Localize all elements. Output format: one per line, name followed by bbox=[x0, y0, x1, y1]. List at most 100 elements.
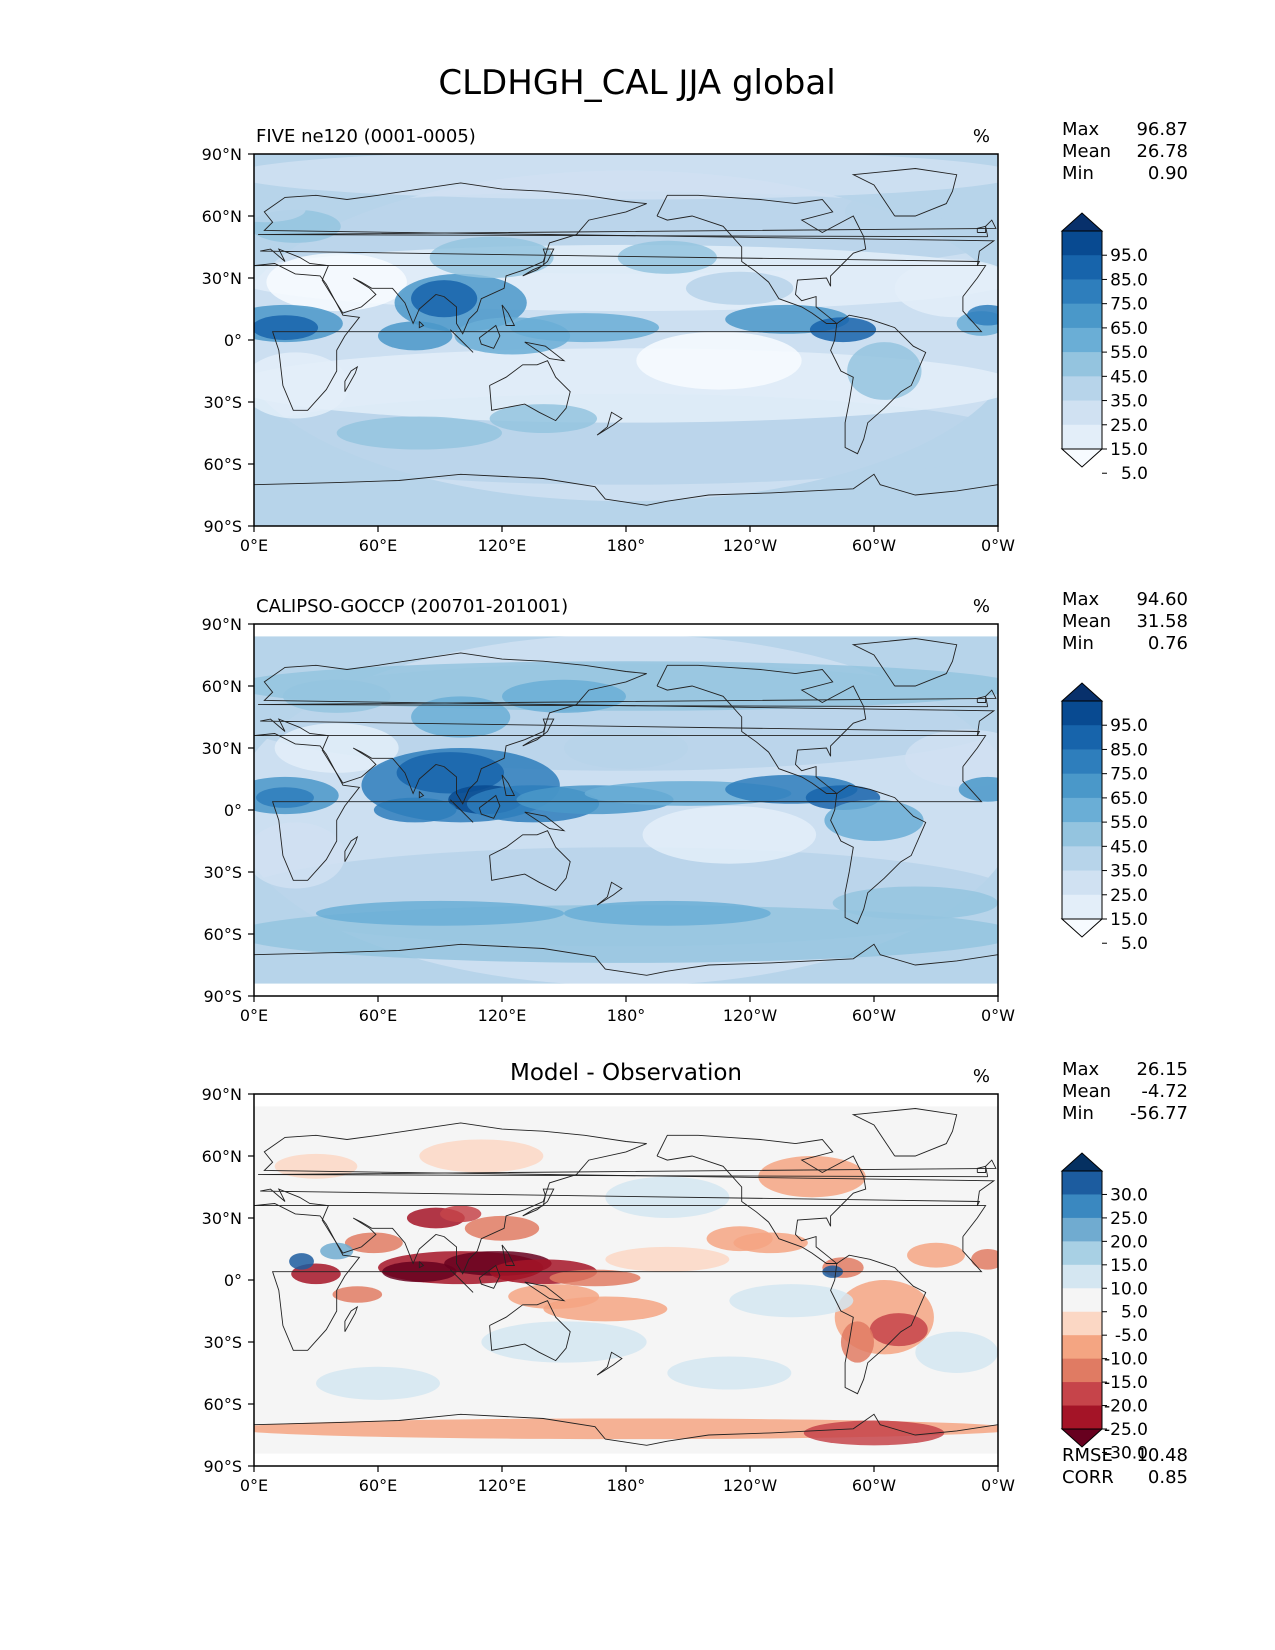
colorbar-segment bbox=[1062, 894, 1102, 920]
field-contour-28 bbox=[274, 1153, 358, 1179]
colorbar-segment bbox=[1062, 279, 1102, 305]
y-tick-label: 30°N bbox=[202, 269, 242, 288]
colorbar-tick-label: 55.0 bbox=[1110, 813, 1148, 833]
field-contour-23 bbox=[971, 1249, 998, 1270]
colorbar-segment bbox=[1062, 725, 1102, 750]
y-tick-label: 60°N bbox=[202, 1147, 242, 1166]
field-contour-25 bbox=[316, 900, 564, 926]
field-contour-18 bbox=[809, 317, 877, 343]
stat-min-value: -56.77 bbox=[1130, 1103, 1188, 1124]
field-contour-21 bbox=[429, 236, 554, 278]
field-contour-28 bbox=[564, 727, 688, 769]
colorbar-segment bbox=[1062, 1194, 1102, 1219]
figure-title: CLDHGH_CAL JJA global bbox=[438, 63, 835, 103]
stat-rmse-label: RMSE bbox=[1062, 1445, 1113, 1466]
field-contour-8 bbox=[894, 259, 998, 318]
coastline-2 bbox=[489, 830, 571, 892]
colorbar-tick-label: 75.0 bbox=[1110, 765, 1148, 785]
coastline-10 bbox=[522, 1188, 555, 1217]
stats-block: Max 96.87 Mean 26.78 Min 0.90 bbox=[1062, 119, 1188, 184]
field-contour-34 bbox=[605, 1246, 730, 1272]
field-contour-27 bbox=[254, 197, 306, 223]
colorbar-tick-label: 25.0 bbox=[1110, 416, 1148, 436]
y-tick-label: 0° bbox=[224, 1271, 242, 1290]
x-tick-label: 0°W bbox=[981, 1476, 1015, 1495]
x-tick-label: 180° bbox=[607, 536, 646, 555]
coastline-9 bbox=[524, 811, 566, 832]
panel-title-left: CALIPSO-GOCCP (200701-201001) bbox=[256, 596, 568, 617]
field-contour-28 bbox=[685, 271, 794, 305]
x-tick-label: 60°E bbox=[359, 1476, 397, 1495]
y-tick-label: 60°N bbox=[202, 207, 242, 226]
stat-min-label: Min bbox=[1062, 1103, 1094, 1124]
field-contour-8 bbox=[905, 729, 998, 788]
field-contour-5 bbox=[266, 253, 407, 312]
colorbar-segment bbox=[1062, 797, 1102, 823]
field-contour-12 bbox=[332, 1286, 383, 1303]
panel-difference: Model - Observation % 0°E 60°E 120°E 180° 12… bbox=[202, 1059, 1188, 1495]
coastline-9 bbox=[524, 1281, 566, 1302]
coastline-3 bbox=[656, 194, 867, 324]
colorbar-tick-label: 35.0 bbox=[1110, 862, 1148, 882]
map-axes: 0°E 60°E 120°E 180° 120°W 60°W 0°W 90°N 60°N 30°N… bbox=[202, 1085, 1016, 1495]
field-contour-6 bbox=[254, 822, 345, 889]
y-tick-label: 0° bbox=[224, 801, 242, 820]
colorbar-segment bbox=[1062, 303, 1102, 329]
coastline-2 bbox=[489, 360, 571, 422]
coastline-0 bbox=[254, 1203, 987, 1351]
colorbar-segment bbox=[1062, 701, 1102, 726]
field-contour-31 bbox=[667, 1356, 792, 1390]
stat-corr-value: 0.85 bbox=[1148, 1467, 1188, 1488]
colorbar-tick-label: -5.0 bbox=[1115, 1326, 1148, 1346]
colorbar-segment bbox=[1062, 1311, 1102, 1336]
coastline-16 bbox=[418, 791, 425, 799]
colorbar-tick-label: 10.0 bbox=[1110, 1279, 1148, 1299]
y-tick-label: 90°N bbox=[202, 1085, 242, 1104]
coastline-5 bbox=[851, 168, 958, 217]
coastline-11 bbox=[596, 881, 623, 906]
coastline-1 bbox=[260, 652, 996, 805]
stat-mean-value: 31.58 bbox=[1136, 611, 1188, 632]
y-tick-label: 30°S bbox=[203, 393, 242, 412]
y-tick-label: 60°S bbox=[203, 925, 242, 944]
colorbar-tick-label: 85.0 bbox=[1110, 270, 1148, 290]
colorbar-tick-label: 55.0 bbox=[1110, 343, 1148, 363]
field-contour-27 bbox=[832, 886, 998, 920]
field-contour-7 bbox=[642, 805, 817, 864]
coastline-7 bbox=[449, 329, 474, 353]
colorbar-tick-label: -20.0 bbox=[1104, 1397, 1148, 1417]
field-contour-32 bbox=[915, 1331, 998, 1373]
coastline-12 bbox=[344, 1305, 359, 1332]
panel-title-center: Model - Observation bbox=[510, 1060, 742, 1086]
units-label: % bbox=[973, 1066, 990, 1087]
colorbar-tick-label: 15.0 bbox=[1110, 1256, 1148, 1276]
coastline-3 bbox=[656, 1134, 867, 1264]
x-tick-label: 0°E bbox=[240, 1006, 268, 1025]
field-contour-26 bbox=[845, 191, 945, 233]
colorbar-outline bbox=[1061, 230, 1103, 450]
stat-mean-value: -4.72 bbox=[1141, 1081, 1188, 1102]
field-contour-14 bbox=[378, 321, 453, 351]
colorbar-segment bbox=[1062, 376, 1102, 402]
stat-rmse-value: 10.48 bbox=[1136, 1445, 1188, 1466]
field-contour-4 bbox=[254, 348, 998, 423]
colorbar-tick-label: 5.0 bbox=[1121, 464, 1148, 484]
map-field bbox=[254, 154, 998, 526]
y-tick-label: 30°S bbox=[203, 1333, 242, 1352]
y-tick-label: 90°S bbox=[203, 1457, 242, 1476]
stat-mean-label: Mean bbox=[1062, 611, 1111, 632]
colorbar-outline bbox=[1061, 1170, 1103, 1430]
coastline-3 bbox=[656, 664, 867, 794]
y-tick-label: 0° bbox=[224, 331, 242, 350]
colorbar-tick-label: 5.0 bbox=[1121, 934, 1148, 954]
stat-max-label: Max bbox=[1062, 1059, 1100, 1080]
coastlines bbox=[254, 1108, 998, 1446]
colorbar-tick-label: 15.0 bbox=[1110, 910, 1148, 930]
map-axes: 0°E 60°E 120°E 180° 120°W 60°W 0°W 90°N 60°N 30°N… bbox=[202, 145, 1016, 555]
coastline-12 bbox=[344, 835, 359, 862]
colorbar-segment bbox=[1062, 846, 1102, 872]
skill-stats-block: RMSE 10.48 CORR 0.85 bbox=[1062, 1445, 1188, 1488]
field-contour-11 bbox=[958, 776, 998, 802]
no-data-band-1 bbox=[254, 983, 998, 996]
